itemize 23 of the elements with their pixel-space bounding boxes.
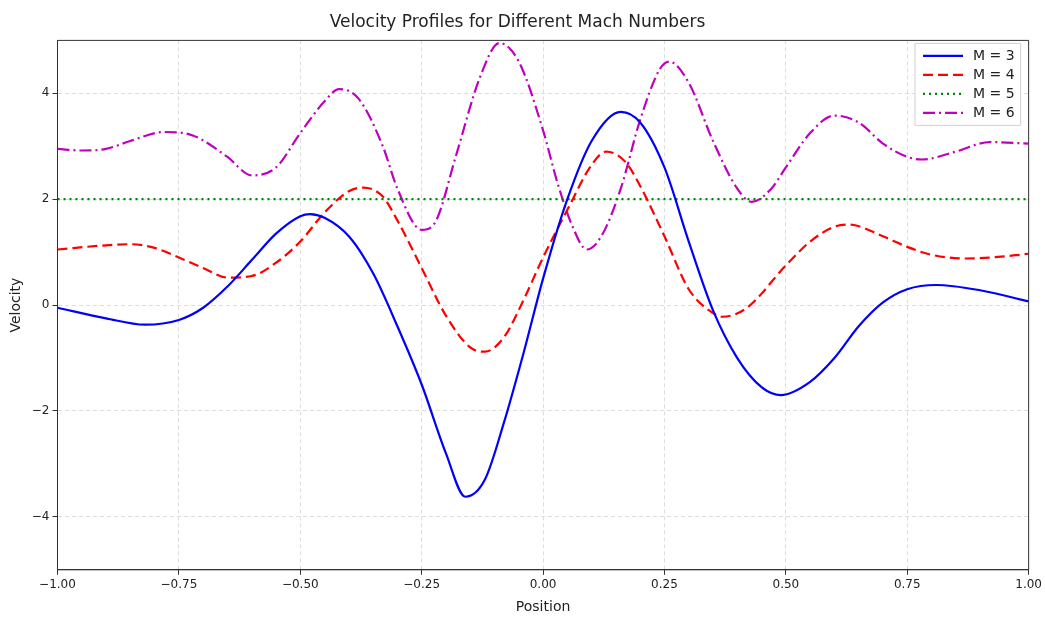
x-tick-label: −0.25 (403, 577, 441, 592)
x-tick-label: 0.25 (651, 577, 678, 592)
x-tick-label: −1.00 (39, 577, 76, 592)
legend-label: M = 4 (973, 65, 1015, 82)
legend-label: M = 3 (973, 46, 1015, 63)
y-tick-label: −2 (31, 403, 50, 418)
x-tick-label: −0.75 (160, 577, 198, 592)
legend-label: M = 6 (973, 103, 1015, 120)
legend-label: M = 5 (973, 84, 1015, 101)
line-series (57, 150, 1029, 353)
y-tick-label: 2 (41, 191, 50, 206)
x-tick-label: 0.50 (772, 577, 800, 592)
x-tick-label: 0.00 (529, 577, 557, 592)
y-axis-title: Velocity (7, 277, 24, 333)
x-tick-label: 1.00 (1015, 577, 1042, 592)
x-tick-label: −0.50 (281, 577, 319, 592)
y-tick-label: −4 (31, 508, 50, 523)
line-series (57, 41, 1029, 251)
y-tick-label: 0 (41, 297, 50, 312)
chart-title: Velocity Profiles for Different Mach Numbers (329, 10, 706, 31)
x-axis-title: Position (515, 598, 571, 615)
x-tick-label: 0.75 (893, 577, 921, 592)
y-tick-label: 4 (41, 85, 50, 100)
